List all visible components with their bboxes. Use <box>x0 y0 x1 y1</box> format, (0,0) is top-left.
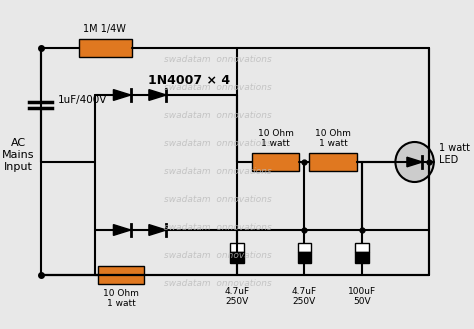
Text: 1uF/400V: 1uF/400V <box>58 95 107 105</box>
Bar <box>298 242 311 251</box>
Text: 1N4007 × 4: 1N4007 × 4 <box>148 73 230 87</box>
Bar <box>355 251 369 263</box>
Bar <box>355 242 369 251</box>
Text: swadatam  onnovations: swadatam onnovations <box>164 167 272 176</box>
Circle shape <box>395 142 434 182</box>
Text: swadatam  onnovations: swadatam onnovations <box>164 195 272 205</box>
Polygon shape <box>149 89 166 100</box>
Text: 10 Ohm
1 watt: 10 Ohm 1 watt <box>103 289 139 308</box>
Polygon shape <box>113 225 131 236</box>
Bar <box>230 242 244 251</box>
Text: 10 Ohm
1 watt: 10 Ohm 1 watt <box>257 129 293 148</box>
Text: swadatam  onnovations: swadatam onnovations <box>164 84 272 92</box>
FancyBboxPatch shape <box>79 39 132 57</box>
Polygon shape <box>149 225 166 236</box>
Polygon shape <box>113 89 131 100</box>
Bar <box>298 251 311 263</box>
Text: swadatam  onnovations: swadatam onnovations <box>164 139 272 148</box>
Text: 10 Ohm
1 watt: 10 Ohm 1 watt <box>315 129 351 148</box>
Text: 1 watt
LED: 1 watt LED <box>438 143 470 165</box>
Text: 4.7uF
250V: 4.7uF 250V <box>225 287 250 306</box>
Text: swadatam  onnovations: swadatam onnovations <box>164 251 272 261</box>
Text: 1M 1/4W: 1M 1/4W <box>83 24 126 34</box>
Text: swadatam  onnovations: swadatam onnovations <box>164 223 272 233</box>
FancyBboxPatch shape <box>309 153 357 171</box>
Polygon shape <box>407 157 422 167</box>
Bar <box>230 251 244 263</box>
Text: swadatam  onnovations: swadatam onnovations <box>164 112 272 120</box>
Text: 4.7uF
250V: 4.7uF 250V <box>292 287 317 306</box>
FancyBboxPatch shape <box>252 153 300 171</box>
FancyBboxPatch shape <box>98 266 144 284</box>
Text: swadatam  onnovations: swadatam onnovations <box>164 56 272 64</box>
Text: 100uF
50V: 100uF 50V <box>348 287 376 306</box>
Text: AC
Mains
Input: AC Mains Input <box>2 139 35 172</box>
Text: swadatam  onnovations: swadatam onnovations <box>164 280 272 289</box>
